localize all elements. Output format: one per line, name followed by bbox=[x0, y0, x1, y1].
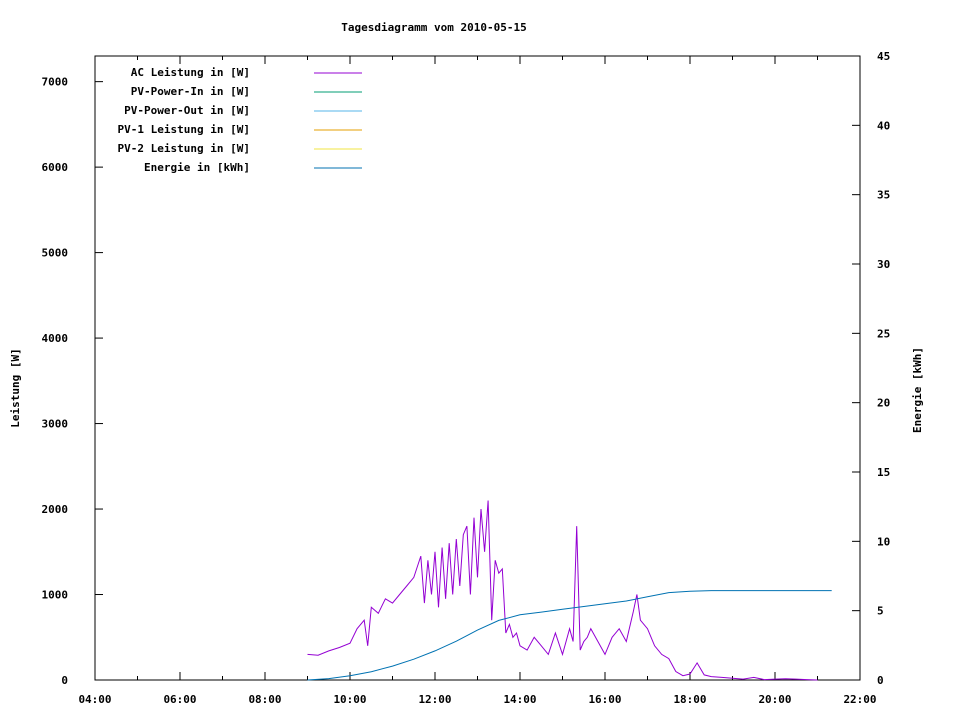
x-tick-label: 22:00 bbox=[843, 693, 876, 706]
y-axis-label: Leistung [W] bbox=[9, 348, 22, 427]
y2-tick-label: 30 bbox=[877, 258, 890, 271]
y-tick-label: 5000 bbox=[42, 247, 69, 260]
y-tick-label: 2000 bbox=[42, 503, 69, 516]
x-tick-label: 08:00 bbox=[248, 693, 281, 706]
x-tick-label: 14:00 bbox=[503, 693, 536, 706]
y2-tick-label: 0 bbox=[877, 674, 884, 687]
legend-label: PV-Power-Out in [W] bbox=[124, 104, 250, 117]
series-line-energie-in-kwh bbox=[307, 590, 832, 681]
series-line-ac-leistung-in-w bbox=[307, 500, 818, 681]
y-tick-label: 3000 bbox=[42, 418, 69, 431]
axes-layer: 04:00 06:00 08:00 10:00 12:00 14:00 16:00 18:00… bbox=[42, 50, 891, 706]
y-tick-label: 6000 bbox=[42, 161, 69, 174]
y2-tick-label: 20 bbox=[877, 397, 890, 410]
x-tick-label: 18:00 bbox=[673, 693, 706, 706]
x-tick-label: 04:00 bbox=[78, 693, 111, 706]
legend: AC Leistung in [W] PV-Power-In in [W] PV-P… bbox=[118, 66, 362, 174]
y2-axis-label: Energie [kWh] bbox=[911, 347, 924, 433]
x-tick-label: 06:00 bbox=[163, 693, 196, 706]
legend-label: Energie in [kWh] bbox=[144, 161, 250, 174]
series-layer bbox=[307, 500, 832, 681]
y-tick-label: 4000 bbox=[42, 332, 69, 345]
chart-title: Tagesdiagramm vom 2010-05-15 bbox=[341, 21, 526, 34]
legend-label: PV-1 Leistung in [W] bbox=[118, 123, 250, 136]
y2-tick-label: 5 bbox=[877, 605, 884, 618]
legend-label: AC Leistung in [W] bbox=[131, 66, 250, 79]
x-tick-label: 16:00 bbox=[588, 693, 621, 706]
legend-label: PV-Power-In in [W] bbox=[131, 85, 250, 98]
y-tick-label: 7000 bbox=[42, 76, 69, 89]
legend-label: PV-2 Leistung in [W] bbox=[118, 142, 250, 155]
y-tick-label: 0 bbox=[61, 674, 68, 687]
y2-tick-label: 25 bbox=[877, 327, 890, 340]
x-tick-label: 12:00 bbox=[418, 693, 451, 706]
y2-tick-label: 40 bbox=[877, 119, 890, 132]
y2-tick-label: 35 bbox=[877, 189, 890, 202]
y-tick-label: 1000 bbox=[42, 589, 69, 602]
y2-tick-label: 15 bbox=[877, 466, 890, 479]
x-tick-label: 20:00 bbox=[758, 693, 791, 706]
y2-tick-label: 10 bbox=[877, 535, 890, 548]
x-tick-label: 10:00 bbox=[333, 693, 366, 706]
y2-tick-label: 45 bbox=[877, 50, 890, 63]
